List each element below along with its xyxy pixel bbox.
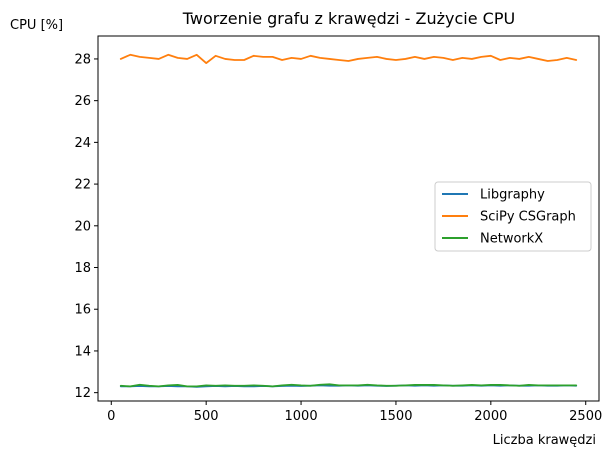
x-tick-label: 0 — [107, 409, 115, 424]
x-axis: 0 500 1000 1500 2000 2500 — [107, 401, 602, 424]
series-line-networkx — [119, 383, 578, 388]
series-line-scipy-csgraph — [119, 53, 578, 65]
y-tick-label: 16 — [74, 303, 91, 318]
x-tick-label: 2500 — [569, 409, 602, 424]
chart-title: Tworzenie grafu z krawędzi - Zużycie CPU — [182, 9, 515, 28]
y-tick-label: 24 — [74, 136, 91, 151]
legend-box — [434, 181, 592, 252]
x-tick-label: 1500 — [379, 409, 412, 424]
y-tick-label: 14 — [74, 344, 91, 359]
y-tick-label: 22 — [74, 178, 91, 193]
x-tick-label: 2000 — [474, 409, 507, 424]
legend-label: Libgraphy — [480, 188, 545, 203]
y-tick-label: 18 — [74, 261, 91, 276]
y-tick-label: 20 — [74, 219, 91, 234]
y-axis-label: CPU [%] — [10, 18, 63, 33]
x-tick-label: 500 — [194, 409, 219, 424]
y-tick-label: 28 — [74, 52, 91, 67]
y-tick-label: 26 — [74, 94, 91, 109]
legend-label: SciPy CSGraph — [480, 210, 576, 225]
x-tick-label: 1000 — [285, 409, 318, 424]
y-tick-label: 12 — [74, 386, 91, 401]
y-axis: 12 14 16 18 20 22 24 26 28 — [74, 52, 98, 401]
series-layer — [119, 53, 578, 388]
legend-label: NetworkX — [480, 232, 543, 247]
x-axis-label: Liczba krawędzi — [493, 433, 596, 448]
legend: Libgraphy SciPy CSGraph NetworkX — [434, 181, 592, 252]
plot-frame — [97, 35, 600, 402]
